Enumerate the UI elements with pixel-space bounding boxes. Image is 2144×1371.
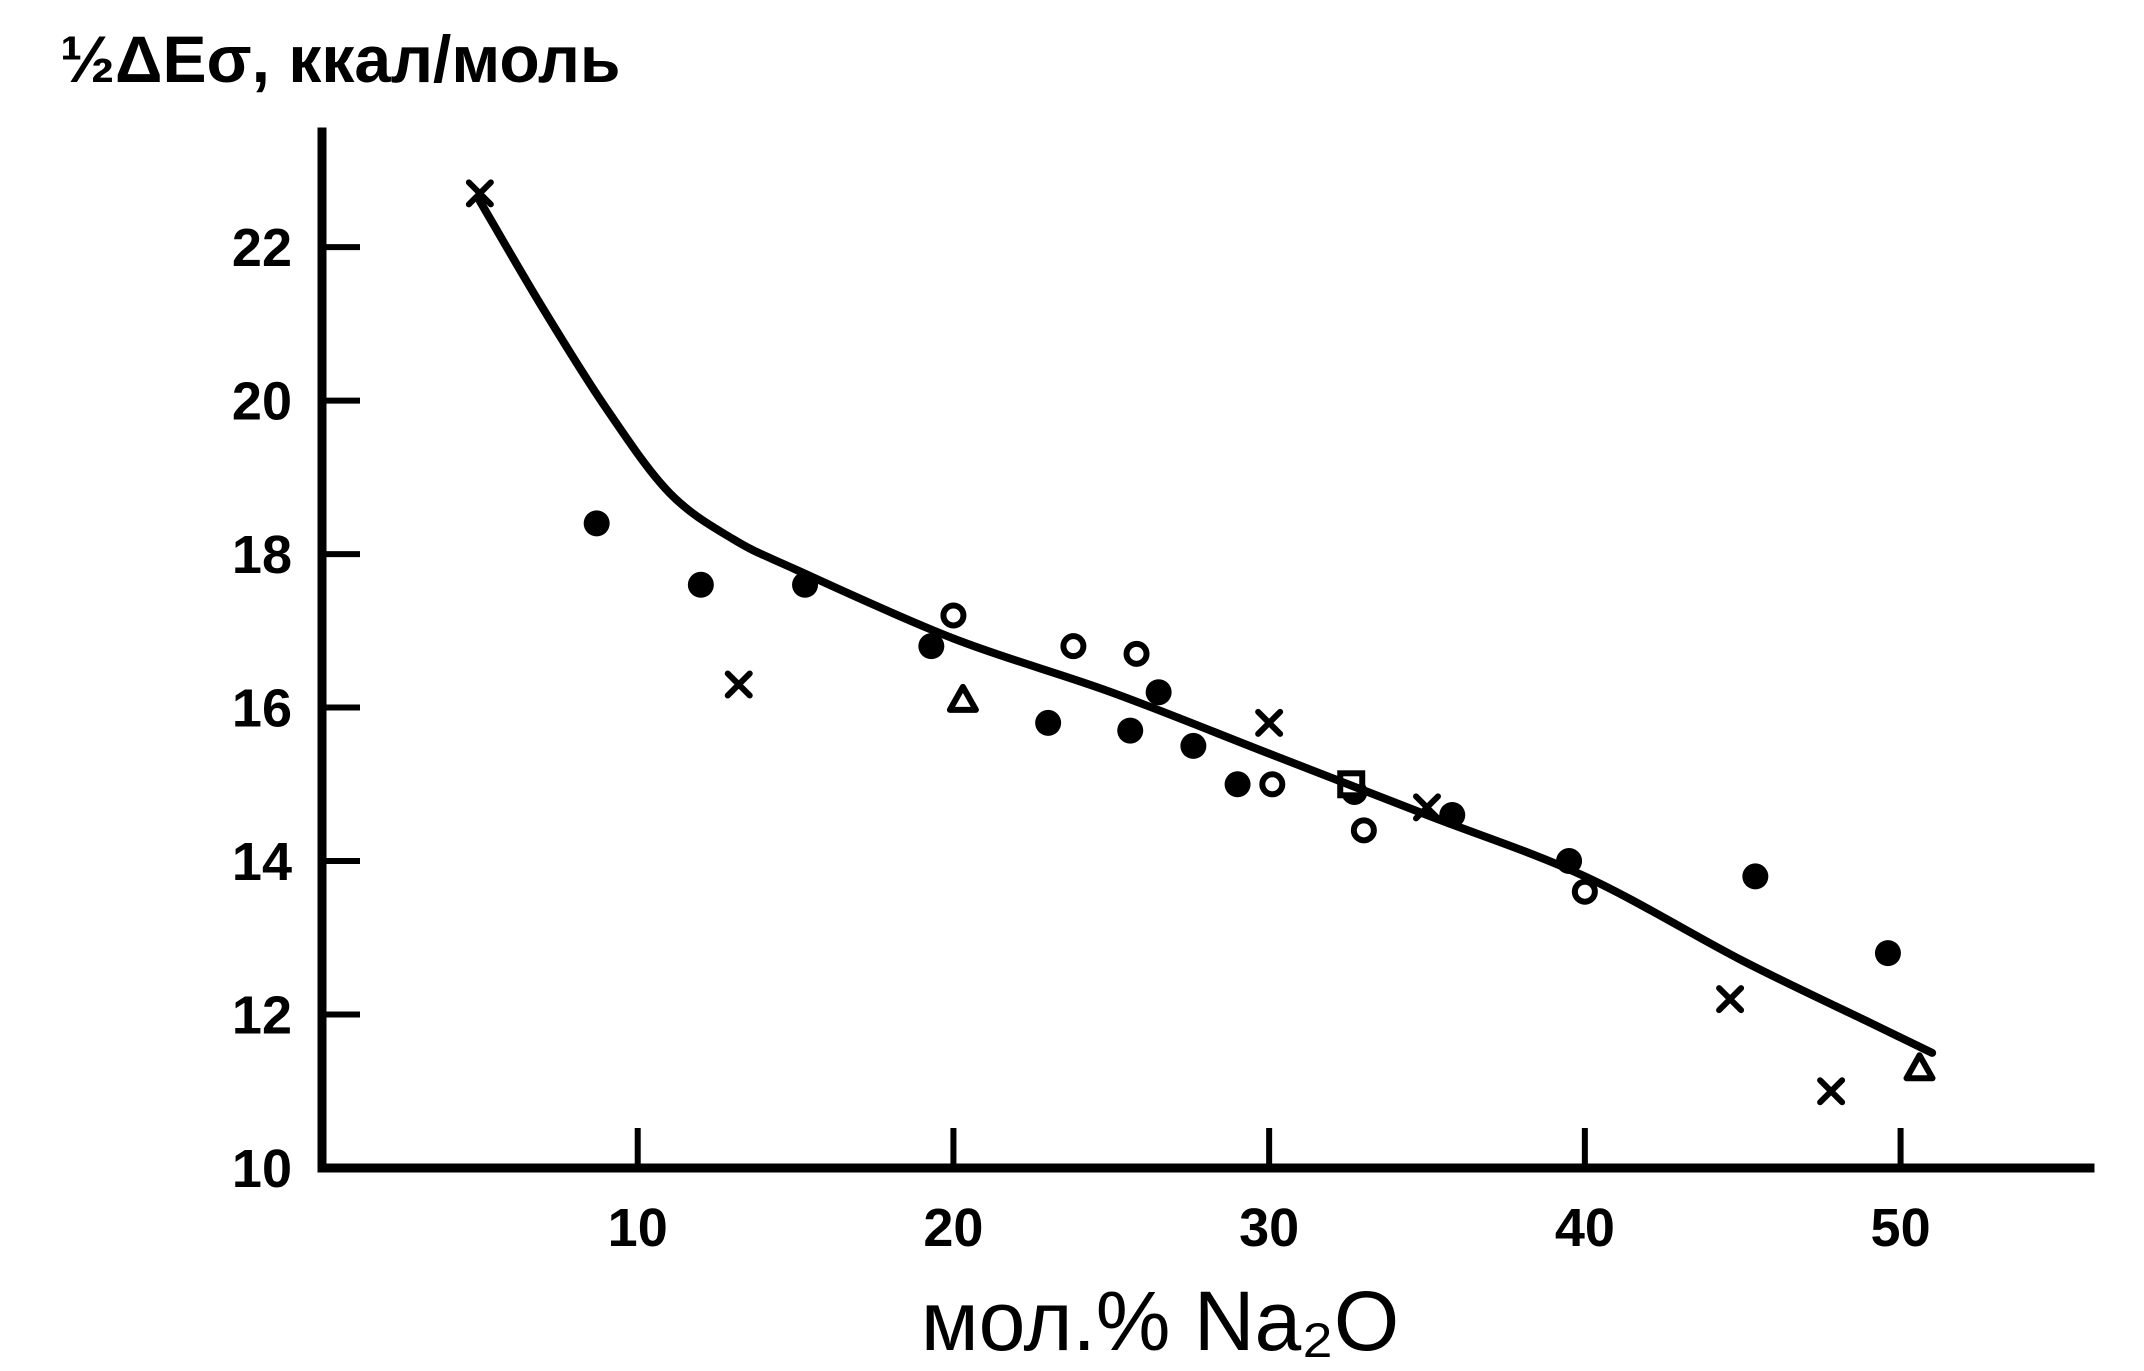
y-tick-label: 10 bbox=[232, 1139, 292, 1199]
filled-circle-point bbox=[583, 510, 610, 537]
x-tick-label: 20 bbox=[923, 1198, 983, 1258]
cross-point bbox=[724, 670, 753, 699]
y-tick-label: 20 bbox=[232, 372, 292, 432]
filled-circle-point bbox=[687, 571, 714, 598]
fit-curve bbox=[475, 197, 1937, 1057]
cross-point bbox=[465, 179, 494, 208]
open-triangle-point bbox=[1903, 1052, 1936, 1082]
filled-circle-point bbox=[1742, 863, 1769, 890]
cross-point bbox=[1817, 1077, 1846, 1106]
x-axis-label: мол.% Na₂O bbox=[921, 1274, 1399, 1368]
y-tick-label: 16 bbox=[232, 679, 292, 739]
open-circle-point bbox=[1123, 640, 1150, 667]
axis-lines bbox=[317, 127, 2095, 1173]
open-circle-point bbox=[1571, 878, 1598, 905]
open-circle-point bbox=[1060, 633, 1087, 660]
data-marks bbox=[465, 179, 1937, 1106]
filled-circle-point bbox=[1874, 940, 1901, 967]
cross-point bbox=[1255, 708, 1284, 737]
open-circle-point bbox=[1350, 817, 1377, 844]
x-tick-label: 50 bbox=[1871, 1198, 1931, 1258]
filled-circle-point bbox=[1117, 717, 1144, 744]
y-tick-label: 12 bbox=[232, 986, 292, 1046]
y-tick-label: 14 bbox=[232, 832, 292, 892]
y-axis-label: ½ΔEσ, ккал/моль bbox=[60, 22, 620, 96]
x-tick-label: 40 bbox=[1555, 1198, 1615, 1258]
y-tick-label: 18 bbox=[232, 525, 292, 585]
open-circle-point bbox=[1259, 771, 1286, 798]
open-triangle-point bbox=[946, 683, 979, 713]
filled-circle-point bbox=[1035, 709, 1062, 736]
filled-circle-point bbox=[1145, 679, 1172, 706]
x-tick-label: 30 bbox=[1239, 1198, 1299, 1258]
open-circle-point bbox=[940, 602, 967, 629]
filled-circle-point bbox=[918, 633, 945, 660]
y-tick-label: 22 bbox=[232, 218, 292, 278]
filled-circle-point bbox=[1224, 771, 1251, 798]
ticks: 10 12 14 16 18 20 22 10 20 30 40 50 bbox=[232, 218, 1931, 1258]
filled-circle-point bbox=[1180, 732, 1207, 759]
axes bbox=[317, 127, 2095, 1173]
x-tick-label: 10 bbox=[608, 1198, 668, 1258]
cross-point bbox=[1716, 985, 1745, 1014]
